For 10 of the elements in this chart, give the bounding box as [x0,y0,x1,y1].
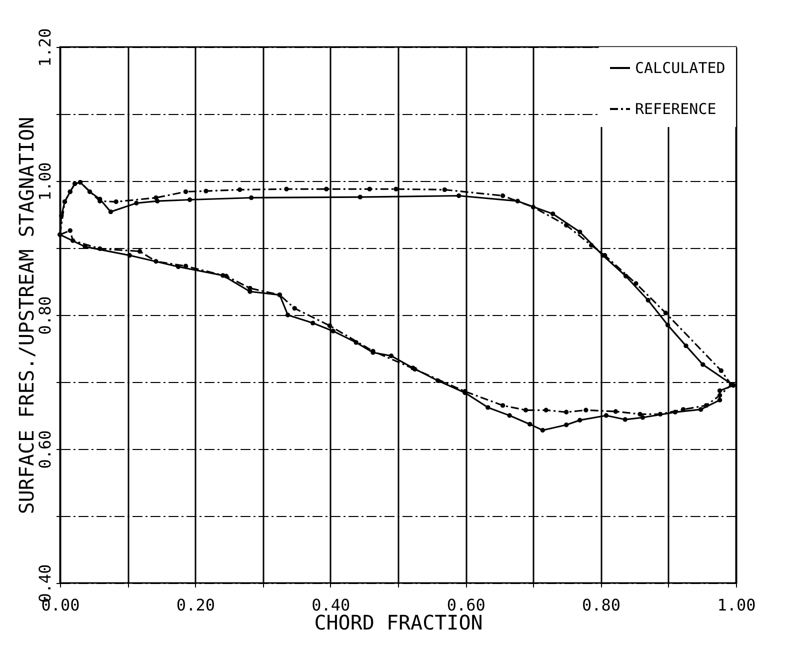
x-tick-label: 0.80 [582,596,621,614]
y-tick-label: 0.80 [36,296,54,335]
y-axis-title: SURFACE FRES./UPSTREAM STAGNATION [14,116,38,514]
y-tick-label: 0.60 [36,430,54,469]
x-tick-label: 0.20 [176,596,215,614]
legend-label: CALCULATED [635,59,726,77]
legend-label: REFERENCE [635,100,716,118]
x-tick-label: 1.00 [717,596,756,614]
y-tick-label: 1.20 [36,28,54,67]
y-tick-label: 1.00 [36,162,54,201]
